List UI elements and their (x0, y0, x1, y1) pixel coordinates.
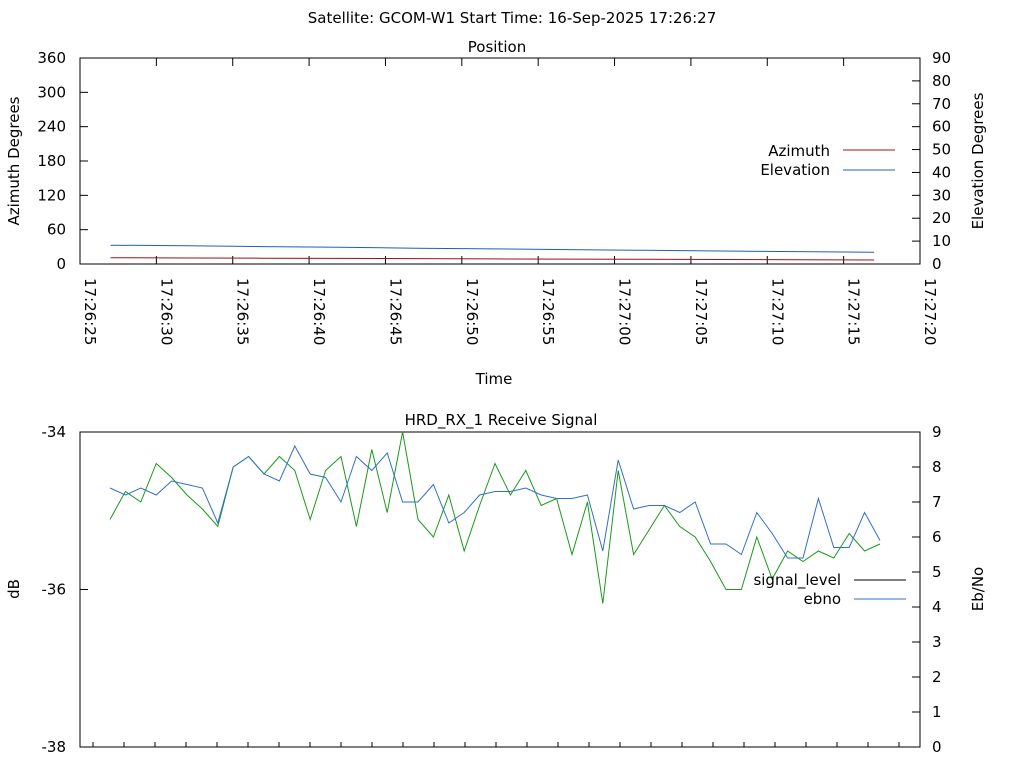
signal-y2-axis-label: Eb/No (969, 567, 987, 611)
position-y2-tick-label: 10 (932, 232, 951, 250)
signal-y2-tick-label: 0 (932, 738, 942, 756)
position-y-tick-label: 0 (56, 255, 66, 273)
signal-y2-tick-label: 6 (932, 528, 942, 546)
signal-y2-tick-label: 4 (932, 598, 942, 616)
signal-series-ebno-2 (109, 444, 881, 559)
signal-legend: signal_level ebno (753, 571, 906, 608)
position-y-tick-label: 60 (47, 221, 66, 239)
position-y2-tick-label: 30 (932, 186, 951, 204)
position-title: Position (468, 38, 526, 56)
signal-y-axis-label: dB (5, 579, 23, 599)
position-x-tick-label: 17:27:15 (845, 278, 863, 345)
legend-label-elevation: Elevation (760, 161, 830, 179)
signal-y2-tick-label: 7 (932, 493, 942, 511)
position-legend: Azimuth Elevation (760, 142, 895, 179)
position-y-tick-label: 360 (37, 49, 66, 67)
position-series-azimuth (110, 257, 875, 261)
position-series-elevation (110, 244, 875, 253)
position-x-tick-label: 17:26:25 (81, 278, 99, 345)
position-y2-tick-label: 20 (932, 209, 951, 227)
signal-y-tick-label: -36 (42, 581, 67, 599)
legend-label-signal-level: signal_level (753, 571, 841, 590)
position-x-tick-label: 17:26:55 (539, 278, 557, 345)
position-x-tick-label: 17:27:00 (616, 278, 634, 345)
position-y-tick-label: 300 (37, 83, 66, 101)
position-y-tick-label: 240 (37, 118, 66, 136)
position-y2-tick-label: 70 (932, 95, 951, 113)
signal-axes: -34 -36 -38 9 8 7 6 5 4 3 2 1 0 (42, 423, 942, 756)
position-series (110, 244, 875, 261)
position-axes: 360 300 240 180 120 60 0 90 80 70 60 50 40 30 20 10 0 17:… (37, 49, 951, 345)
legend-label-ebno: ebno (804, 590, 841, 608)
position-x-tick-label: 17:26:30 (157, 278, 175, 345)
signal-y-tick-label: -34 (42, 423, 67, 441)
position-y-axis-label: Azimuth Degrees (5, 96, 23, 225)
position-x-tick-label: 17:27:05 (692, 278, 710, 345)
signal-y2-tick-label: 5 (932, 563, 942, 581)
signal-plot-frame (79, 431, 921, 748)
signal-y-tick-label: -38 (42, 738, 67, 756)
signal-series (109, 431, 881, 604)
position-y-tick-label: 180 (37, 152, 66, 170)
signal-y2-tick-label: 9 (932, 423, 942, 441)
position-x-tick-label: 17:26:50 (463, 278, 481, 345)
position-y-tick-label: 120 (37, 186, 66, 204)
position-x-axis-label: Time (475, 370, 513, 388)
signal-y2-tick-label: 1 (932, 703, 942, 721)
position-y2-tick-label: 80 (932, 72, 951, 90)
position-y2-axis-label: Elevation Degrees (969, 92, 987, 229)
position-y2-tick-label: 50 (932, 141, 951, 159)
position-x-tick-label: 17:27:20 (921, 278, 939, 345)
position-y2-tick-label: 0 (932, 255, 942, 273)
signal-y2-tick-label: 8 (932, 458, 942, 476)
signal-y2-tick-label: 2 (932, 668, 942, 686)
legend-label-azimuth: Azimuth (768, 142, 830, 160)
figure-title: Satellite: GCOM-W1 Start Time: 16-Sep-20… (308, 9, 717, 27)
position-x-tick-label: 17:26:35 (234, 278, 252, 345)
signal-y2-tick-label: 3 (932, 633, 942, 651)
position-y2-tick-label: 60 (932, 118, 951, 136)
position-x-tick-label: 17:26:40 (310, 278, 328, 345)
position-y2-tick-label: 90 (932, 49, 951, 67)
position-x-tick-label: 17:26:45 (386, 278, 404, 345)
signal-title: HRD_RX_1 Receive Signal (405, 411, 598, 430)
position-y2-tick-label: 40 (932, 163, 951, 181)
position-x-tick-label: 17:27:10 (768, 278, 786, 345)
